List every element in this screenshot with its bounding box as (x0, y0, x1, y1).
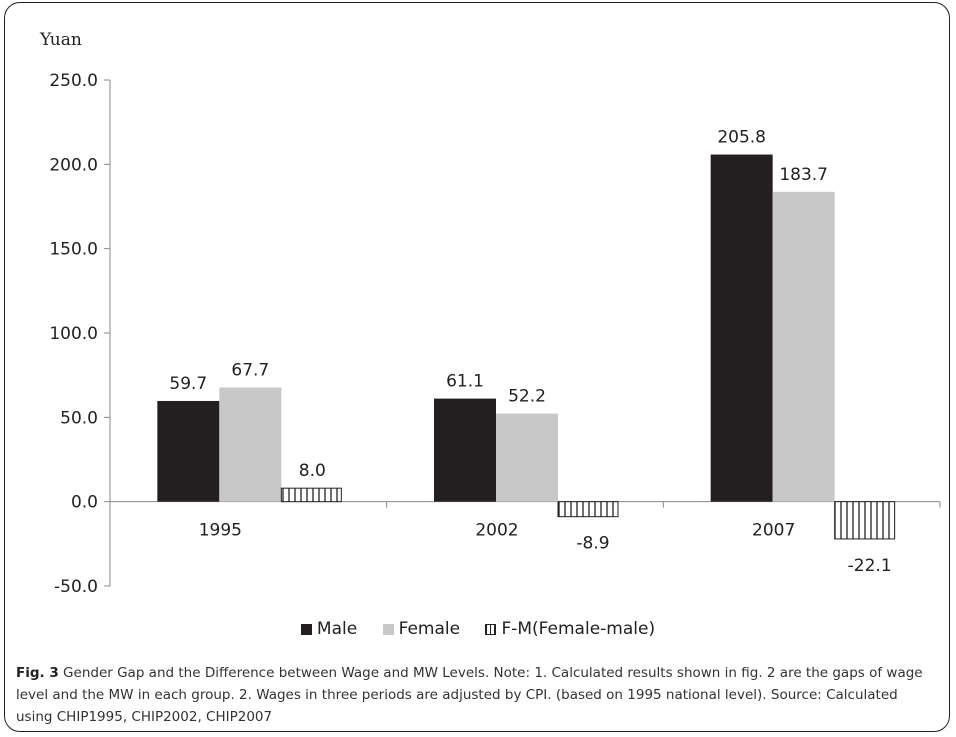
bar-male-2007 (710, 154, 773, 502)
y-tick-label: 0.0 (71, 493, 98, 513)
legend-label-female: Female (398, 619, 461, 639)
data-label-female-1995: 67.7 (231, 360, 269, 380)
data-label-male-1995: 59.7 (169, 374, 207, 394)
data-label-diff-2007: -22.1 (848, 556, 892, 576)
y-tick-label: 50.0 (60, 408, 98, 428)
legend-swatch-female (382, 623, 394, 635)
y-tick-label: -50.0 (54, 577, 98, 597)
data-label-male-2007: 205.8 (717, 128, 766, 148)
bar-chart: 250.0 200.0 150.0 100.0 50.0 0.0 -50.0 59.7 67.… (49, 71, 941, 597)
legend-label-diff: F-M(Female-male) (501, 619, 656, 639)
data-label-diff-2002: -8.9 (576, 534, 609, 554)
bar-male-1995 (157, 400, 220, 502)
bar-female-1995 (219, 387, 282, 502)
caption-text: Gender Gap and the Difference between Wa… (16, 665, 923, 725)
bar-male-2002 (434, 398, 496, 502)
legend-item-female: Female (382, 619, 461, 639)
bar-female-2002 (496, 413, 558, 502)
legend-item-male: Male (300, 619, 358, 639)
data-label-female-2007: 183.7 (779, 165, 828, 185)
data-label-diff-1995: 8.0 (299, 461, 326, 481)
bar-diff-1995 (280, 487, 342, 503)
x-category-label-1995: 1995 (199, 521, 242, 541)
y-axis-unit: Yuan (40, 30, 82, 50)
y-tick-label: 250.0 (49, 71, 98, 91)
bar-diff-2007 (834, 501, 896, 540)
data-label-female-2002: 52.2 (508, 387, 546, 407)
x-category-label-2007: 2007 (752, 521, 795, 541)
chart-legend: Male Female F-M(Female-male) (0, 619, 956, 640)
y-tick-label: 150.0 (49, 240, 98, 260)
figure-number: Fig. 3 (16, 665, 59, 681)
legend-swatch-male (300, 623, 312, 635)
y-tick-label: 100.0 (49, 324, 98, 344)
y-tick-label: 200.0 (49, 155, 98, 175)
data-label-male-2002: 61.1 (446, 372, 484, 392)
x-category-label-2002: 2002 (475, 521, 518, 541)
figure-caption: Fig. 3 Gender Gap and the Difference bet… (16, 662, 936, 728)
bar-diff-2002 (557, 501, 619, 518)
legend-item-diff: F-M(Female-male) (485, 619, 655, 639)
legend-label-male: Male (316, 619, 358, 639)
legend-swatch-diff (485, 623, 497, 635)
bar-female-2007 (772, 191, 835, 502)
